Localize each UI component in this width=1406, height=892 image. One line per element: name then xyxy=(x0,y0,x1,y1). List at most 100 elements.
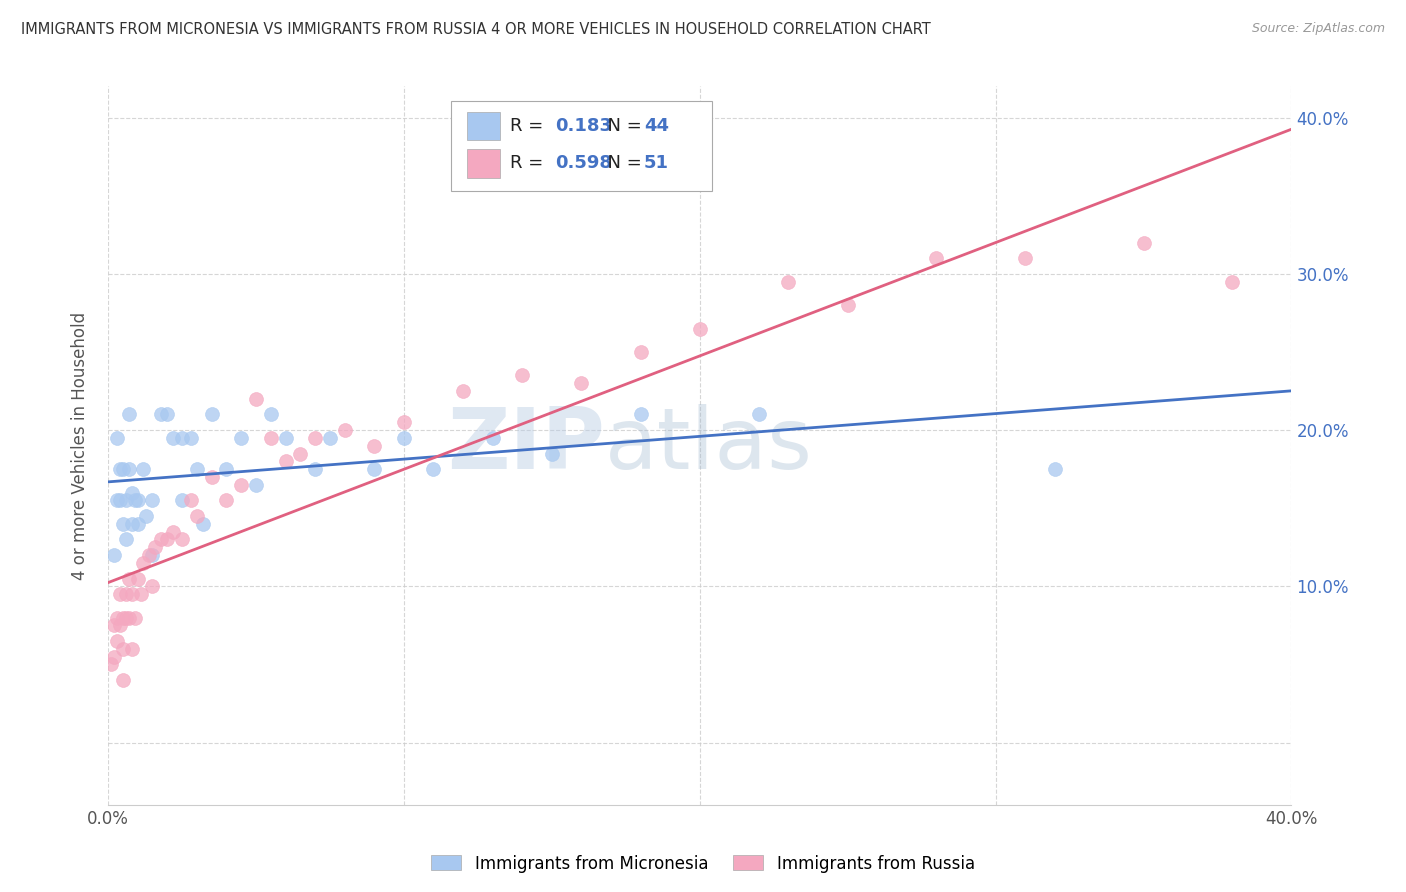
Point xyxy=(127,516,149,531)
FancyBboxPatch shape xyxy=(451,101,711,191)
Point xyxy=(200,470,222,484)
Point xyxy=(132,556,155,570)
Point xyxy=(121,485,143,500)
Point xyxy=(118,408,141,422)
Point xyxy=(108,493,131,508)
Point xyxy=(141,579,163,593)
Point xyxy=(274,454,297,468)
Point xyxy=(1014,251,1036,265)
Text: 51: 51 xyxy=(644,154,669,172)
Point xyxy=(925,251,948,265)
Y-axis label: 4 or more Vehicles in Household: 4 or more Vehicles in Household xyxy=(72,311,89,580)
Point xyxy=(103,649,125,664)
Point xyxy=(162,524,184,539)
Point xyxy=(114,493,136,508)
Point xyxy=(124,610,146,624)
Legend: Immigrants from Micronesia, Immigrants from Russia: Immigrants from Micronesia, Immigrants f… xyxy=(425,848,981,880)
Point xyxy=(180,493,202,508)
Point xyxy=(150,533,173,547)
Point xyxy=(141,493,163,508)
Point xyxy=(363,462,385,476)
Point xyxy=(170,493,193,508)
Text: atlas: atlas xyxy=(605,404,813,487)
Point xyxy=(114,610,136,624)
Point xyxy=(105,634,128,648)
Text: Source: ZipAtlas.com: Source: ZipAtlas.com xyxy=(1251,22,1385,36)
Point xyxy=(114,533,136,547)
Point xyxy=(260,431,283,445)
Point xyxy=(150,408,173,422)
Point xyxy=(105,610,128,624)
Point xyxy=(156,533,179,547)
Point xyxy=(1220,275,1243,289)
Point xyxy=(245,392,267,406)
Point xyxy=(392,431,415,445)
Point xyxy=(108,462,131,476)
Point xyxy=(121,587,143,601)
Point xyxy=(180,431,202,445)
Point xyxy=(200,408,222,422)
Point xyxy=(215,462,238,476)
Point xyxy=(481,431,503,445)
Point xyxy=(260,408,283,422)
Point xyxy=(118,462,141,476)
Point xyxy=(540,446,562,460)
Point xyxy=(363,439,385,453)
Point xyxy=(143,541,166,555)
Point xyxy=(111,610,134,624)
Text: 44: 44 xyxy=(644,117,669,135)
Point xyxy=(127,572,149,586)
Point xyxy=(118,610,141,624)
Point xyxy=(245,477,267,491)
Point xyxy=(304,431,326,445)
Point xyxy=(304,462,326,476)
Text: R =: R = xyxy=(510,117,550,135)
Point xyxy=(1132,235,1154,250)
Point xyxy=(510,368,533,383)
Point xyxy=(124,493,146,508)
Point xyxy=(215,493,238,508)
Point xyxy=(108,587,131,601)
Point xyxy=(103,618,125,632)
Point xyxy=(111,673,134,687)
Point xyxy=(100,657,122,672)
Point xyxy=(630,345,652,359)
Point xyxy=(274,431,297,445)
FancyBboxPatch shape xyxy=(467,149,499,178)
Point xyxy=(748,408,770,422)
Point xyxy=(837,298,859,312)
Point xyxy=(290,446,312,460)
Text: IMMIGRANTS FROM MICRONESIA VS IMMIGRANTS FROM RUSSIA 4 OR MORE VEHICLES IN HOUSE: IMMIGRANTS FROM MICRONESIA VS IMMIGRANTS… xyxy=(21,22,931,37)
Point xyxy=(186,462,208,476)
Point xyxy=(191,516,214,531)
Point xyxy=(156,408,179,422)
Point xyxy=(422,462,444,476)
Text: ZIP: ZIP xyxy=(447,404,605,487)
Text: N =: N = xyxy=(596,117,647,135)
Point xyxy=(135,509,157,524)
Point xyxy=(630,408,652,422)
Point xyxy=(111,462,134,476)
Point xyxy=(392,415,415,429)
Point xyxy=(1043,462,1066,476)
Text: 0.183: 0.183 xyxy=(555,117,613,135)
Point xyxy=(132,462,155,476)
Point xyxy=(451,384,474,398)
Point xyxy=(778,275,800,289)
Point xyxy=(129,587,152,601)
FancyBboxPatch shape xyxy=(467,112,499,140)
Point xyxy=(138,548,160,562)
Point xyxy=(333,423,356,437)
Point xyxy=(569,376,592,391)
Point xyxy=(121,641,143,656)
Text: R =: R = xyxy=(510,154,550,172)
Point xyxy=(170,431,193,445)
Point xyxy=(127,493,149,508)
Point xyxy=(231,431,253,445)
Point xyxy=(186,509,208,524)
Point xyxy=(111,516,134,531)
Text: 0.598: 0.598 xyxy=(555,154,613,172)
Point xyxy=(141,548,163,562)
Point xyxy=(170,533,193,547)
Point xyxy=(118,572,141,586)
